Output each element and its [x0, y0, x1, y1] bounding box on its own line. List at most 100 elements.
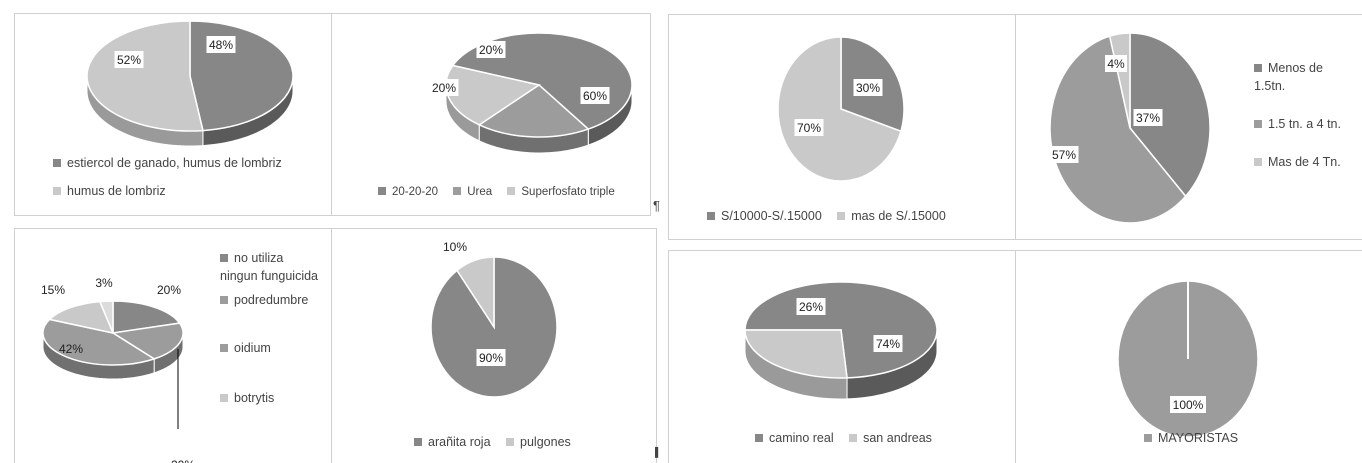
- chart-panel-ingresos: 30% 70% S/10000-S/.15000 mas de S/.15000: [668, 14, 1016, 240]
- legend-swatch: [414, 437, 422, 446]
- pie-slice: [1129, 32, 1211, 198]
- legend-ingresos: S/10000-S/.15000 mas de S/.15000: [707, 209, 958, 223]
- pie-chart-mercado: 74% 26%: [744, 281, 938, 400]
- legend-item: S/10000-S/.15000: [707, 209, 822, 223]
- legend-swatch: [378, 186, 386, 195]
- data-label-background: [476, 41, 506, 58]
- legend-label: 1.5 tn. a 4 tn.: [1268, 117, 1341, 131]
- data-label: 26%: [799, 300, 823, 314]
- data-label-background: [873, 335, 903, 352]
- pie-slice: [744, 329, 848, 379]
- legend-comprador: MAYORISTAS: [1144, 431, 1250, 445]
- legend-item: san andreas: [849, 431, 932, 445]
- data-label: 20%: [157, 283, 181, 297]
- legend-swatch: [453, 186, 462, 195]
- legend-swatch: [220, 295, 228, 304]
- legend-label: 20-20-20: [392, 186, 439, 198]
- data-label-background: [114, 51, 144, 68]
- legend-item: Superfosfato triple: [507, 186, 615, 198]
- legend-swatch: [1144, 433, 1152, 442]
- legend-produccion: Menos de 1.5tn. 1.5 tn. a 4 tn. Mas de 4…: [1254, 59, 1360, 191]
- legend-label: oidium: [234, 341, 271, 355]
- data-label: 57%: [1052, 148, 1076, 162]
- legend-item: arañita roja: [414, 435, 491, 449]
- pie-slice: [1049, 35, 1187, 224]
- legend-fertilizantes: 20-20-20 Urea Superfosfato triple: [378, 186, 627, 198]
- legend-label: estiercol de ganado, humus de lombriz: [67, 156, 282, 170]
- pie-slice: [48, 300, 115, 335]
- pie-chart-plagas: 90% 10%: [430, 240, 558, 398]
- pie-slice: [445, 64, 541, 126]
- legend-swatch: [53, 186, 61, 195]
- legend-item: 1.5 tn. a 4 tn.: [1254, 115, 1348, 133]
- legend-swatch: [220, 393, 228, 402]
- pie-slice: [777, 36, 902, 182]
- legend-label: Mas de 4 Tn.: [1268, 155, 1341, 169]
- legend-label: MAYORISTAS: [1158, 431, 1239, 445]
- legend-label: Urea: [467, 186, 493, 198]
- data-label-background: [853, 79, 883, 96]
- chart-panel-fertilizantes: 60% 20% 20% 20-20-20 Urea Superfosfato tri…: [331, 13, 651, 216]
- legend-swatch: [220, 343, 228, 352]
- data-label-background: [580, 87, 610, 104]
- data-label: 20%: [432, 81, 456, 95]
- data-label: 10%: [443, 240, 467, 254]
- pie-slice: [477, 84, 590, 138]
- legend-item: 20-20-20: [378, 186, 438, 198]
- legend-swatch: [849, 433, 858, 442]
- data-label: 30%: [856, 81, 880, 95]
- legend-item: no utiliza ningun funguicida: [220, 249, 318, 285]
- legend-swatch: [1254, 157, 1262, 166]
- pie-chart-abonos: 48% 52%: [86, 20, 294, 147]
- data-label-background: [1170, 396, 1206, 413]
- pie-slice: [98, 300, 114, 334]
- pie-chart-comprador: 100%: [1117, 280, 1259, 438]
- chart-panel-funguicidas: 20% 20% 42% 15% 3% no utiliza ningun funguic…: [14, 228, 332, 463]
- data-label: 20%: [479, 43, 503, 57]
- tick-mark: ▌: [655, 447, 662, 457]
- legend-label: podredumbre: [234, 293, 309, 307]
- data-label-background: [429, 79, 459, 96]
- data-label: 15%: [41, 283, 65, 297]
- data-label: 70%: [797, 121, 821, 135]
- data-label: 3%: [95, 276, 113, 290]
- legend-item: podredumbre: [220, 291, 318, 309]
- data-label-background: [794, 119, 824, 136]
- data-label-background: [1049, 146, 1079, 163]
- legend-label: camino real: [769, 431, 834, 445]
- legend-mercado: camino real san andreas: [755, 431, 944, 445]
- pie-slice: [455, 256, 495, 330]
- legend-label: Superfosfato triple: [521, 186, 615, 198]
- pie-slice: [42, 318, 156, 366]
- data-label-background: [476, 349, 506, 366]
- legend-label: botrytis: [234, 391, 275, 405]
- legend-label: S/10000-S/.15000: [721, 209, 822, 223]
- legend-swatch: [506, 437, 515, 446]
- data-label-background: [206, 36, 236, 53]
- legend-swatch: [837, 211, 846, 220]
- pie-slice: [86, 20, 204, 132]
- legend-swatch: [507, 186, 516, 195]
- legend-item: mas de S/.15000: [837, 209, 946, 223]
- legend-label: san andreas: [863, 431, 932, 445]
- data-label: 100%: [1173, 398, 1204, 412]
- legend-label: pulgones: [520, 435, 571, 449]
- pie-chart-fertilizantes: 60% 20% 20%: [429, 32, 633, 154]
- legend-item: botrytis: [220, 389, 318, 407]
- data-label: 4%: [1107, 57, 1125, 71]
- data-label: 60%: [583, 89, 607, 103]
- legend-swatch: [1254, 63, 1262, 72]
- legend-item: humus de lombriz: [53, 184, 282, 198]
- legend-item: pulgones: [506, 435, 571, 449]
- legend-swatch: [707, 211, 715, 220]
- data-label: 20%: [171, 458, 195, 463]
- legend-swatch: [1254, 119, 1262, 128]
- legend-label: no utiliza ningun funguicida: [220, 251, 318, 283]
- pilcrow-mark: ¶: [653, 198, 660, 213]
- legend-item: camino real: [755, 431, 834, 445]
- data-label: 48%: [209, 38, 233, 52]
- data-label: 52%: [117, 53, 141, 67]
- legend-item: Menos de 1.5tn.: [1254, 59, 1348, 95]
- legend-item: Mas de 4 Tn.: [1254, 153, 1348, 171]
- legend-item: oidium: [220, 339, 318, 357]
